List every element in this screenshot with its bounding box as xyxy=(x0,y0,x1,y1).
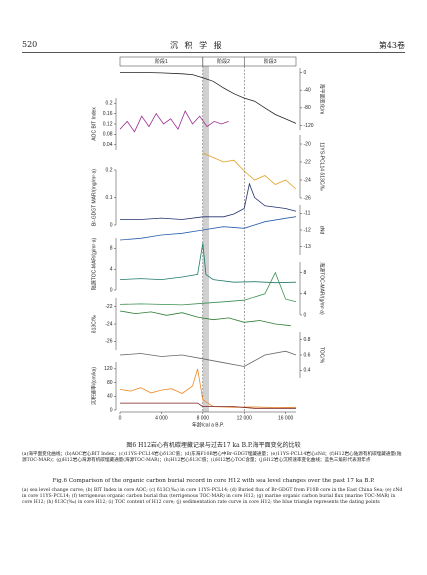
y-tick-label: -120 xyxy=(304,123,314,129)
y-axis-label: Br-GDGT MAR/(mg/m²·a) xyxy=(91,169,97,226)
y-tick-label: 8 xyxy=(304,270,307,276)
series-line xyxy=(120,182,297,220)
y-axis-label: AOC BIT Index xyxy=(91,107,97,141)
journal: 沉 积 学 报 xyxy=(170,41,224,50)
y-tick-label: 4 xyxy=(304,291,307,297)
y-tick-label: 0.6 xyxy=(304,352,311,358)
stage-label: 阶段1 xyxy=(155,58,168,65)
y-tick-label: 0.2 xyxy=(106,101,113,107)
y-tick-label: 0.1 xyxy=(106,195,113,201)
series-line xyxy=(202,152,297,190)
y-tick-label: -24 xyxy=(105,321,112,327)
y-axis-label: TOC/% xyxy=(319,347,325,364)
x-axis-label: 年龄/cal a B.P. xyxy=(192,421,224,428)
y-tick-label: 0.12 xyxy=(103,121,113,127)
y-tick-label: -22 xyxy=(304,159,311,165)
volume: 第43卷 xyxy=(378,41,405,50)
x-tick-label: 12 000 xyxy=(237,415,253,421)
y-axis-label: 11YS-PCL14 δ13C/‰ xyxy=(319,142,325,191)
y-axis-label: εNd xyxy=(319,226,325,235)
y-tick-label: -24 xyxy=(304,177,311,183)
en-note: (a) sea level change curve; (b) BIT Inde… xyxy=(22,488,403,506)
x-tick-label: 16 000 xyxy=(278,415,294,421)
y-tick-label: 0.08 xyxy=(103,132,113,138)
y-tick-label: 120 xyxy=(104,366,113,372)
series-line xyxy=(119,243,297,284)
y-tick-label: 4 xyxy=(110,267,113,273)
rule xyxy=(22,52,405,53)
series-line xyxy=(119,310,291,327)
y-tick-label: 0.8 xyxy=(304,337,311,343)
y-tick-label: 0.2 xyxy=(106,167,113,173)
cn-note: (a)海平面变化曲线；(b)AOC岩心BIT Index；(c)11YS-PCL… xyxy=(22,452,402,464)
y-tick-label: 0.16 xyxy=(103,111,113,117)
y-tick-label: 0.04 xyxy=(103,142,113,148)
stage-box xyxy=(243,56,297,67)
y-tick-label: 0 xyxy=(110,407,113,413)
y-tick-label: -26 xyxy=(105,339,112,345)
series-line xyxy=(120,402,296,409)
y-axis-label: 沉积速率/(cm/ka) xyxy=(90,367,97,405)
series-line xyxy=(119,271,297,306)
y-axis-label: 海平面变化/m xyxy=(319,84,326,115)
y-tick-label: 0 xyxy=(304,312,307,318)
series-line xyxy=(120,72,297,124)
stage-label: 阶段3 xyxy=(264,58,277,65)
y-tick-label: -22 xyxy=(105,304,112,310)
page-number: 520 xyxy=(22,40,38,49)
y-tick-label: -11 xyxy=(304,211,311,217)
series-line xyxy=(119,110,229,133)
cn-title: 图6 H12岩心有机碳埋藏记录与过去17 ka B.P.海平面变化的比较 xyxy=(126,442,301,449)
y-tick-label: -40 xyxy=(304,87,311,93)
y-tick-label: 40 xyxy=(107,394,113,400)
en-title: Fig.6 Comparison of the organic carbon b… xyxy=(52,478,375,484)
stage-label: 阶段2 xyxy=(217,58,230,65)
y-tick-label: -80 xyxy=(304,105,311,111)
y-tick-label: 0 xyxy=(304,70,307,76)
x-tick-label: 0 xyxy=(119,415,122,421)
y-tick-label: 80 xyxy=(107,380,113,386)
series-line xyxy=(119,368,297,409)
series-line xyxy=(119,216,297,241)
y-tick-label: -13 xyxy=(304,244,311,250)
y-tick-label: 0 xyxy=(110,222,113,228)
y-axis-label: δ13C/‰ xyxy=(91,315,97,333)
x-tick-label: 8 000 xyxy=(197,415,210,421)
y-tick-label: 0.4 xyxy=(304,368,311,374)
y-axis-label: 海源TOC-MAR/(g/m²·a) xyxy=(319,262,326,315)
x-tick-label: 4 000 xyxy=(155,415,168,421)
y-tick-label: -12 xyxy=(304,227,311,233)
y-tick-label: 8 xyxy=(110,246,113,252)
shade xyxy=(202,66,210,412)
y-axis-label: 陆源TOC-MAR/(g/m²·a) xyxy=(90,237,97,290)
y-tick-label: -26 xyxy=(304,195,311,201)
y-tick-label: -20 xyxy=(304,141,311,147)
y-tick-label: 0 xyxy=(110,287,113,293)
series-line xyxy=(119,350,297,367)
